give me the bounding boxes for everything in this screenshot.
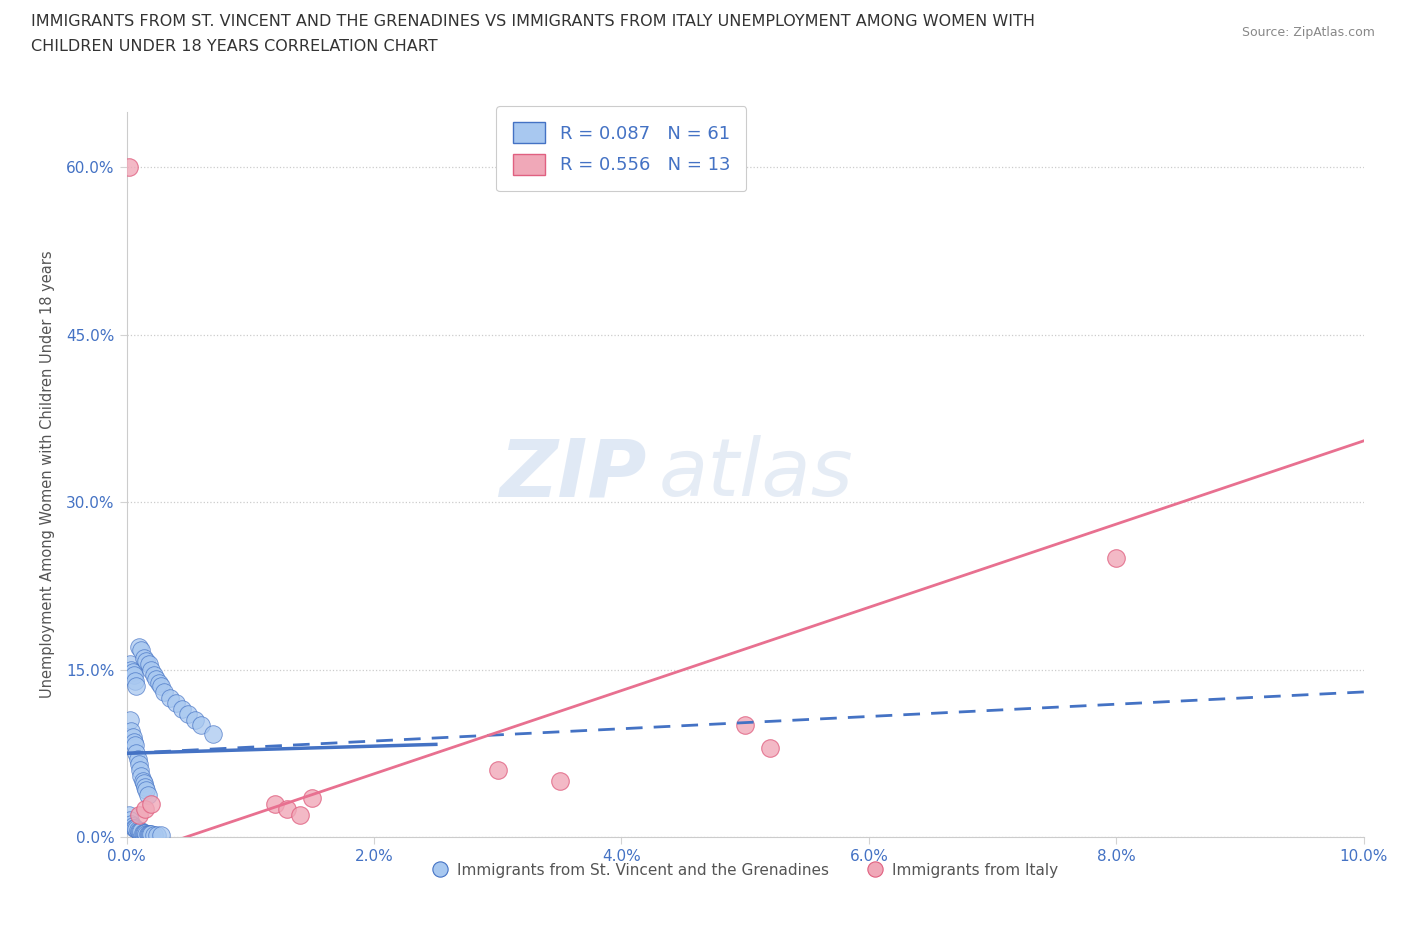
Point xyxy=(128,807,150,822)
Point xyxy=(165,696,187,711)
Point xyxy=(134,779,156,794)
Point xyxy=(127,823,149,838)
Point xyxy=(124,673,146,688)
Point xyxy=(148,675,170,690)
Point xyxy=(124,820,146,835)
Point xyxy=(121,817,143,831)
Point xyxy=(120,813,142,828)
Point xyxy=(190,718,212,733)
Text: IMMIGRANTS FROM ST. VINCENT AND THE GRENADINES VS IMMIGRANTS FROM ITALY UNEMPLOY: IMMIGRANTS FROM ST. VINCENT AND THE GREN… xyxy=(31,14,1035,29)
Point xyxy=(142,828,165,843)
Point xyxy=(264,796,287,811)
Point xyxy=(145,671,167,686)
Point xyxy=(138,657,160,671)
Point xyxy=(141,796,163,811)
Point xyxy=(131,642,153,657)
Point xyxy=(131,824,153,839)
Point xyxy=(288,807,311,822)
Point xyxy=(122,668,145,683)
Point xyxy=(122,735,145,750)
Point xyxy=(128,757,150,772)
Point xyxy=(125,746,148,761)
Point xyxy=(301,790,323,805)
Point xyxy=(125,822,148,837)
Point xyxy=(125,679,148,694)
Point xyxy=(120,657,142,671)
Point xyxy=(138,826,160,841)
Point xyxy=(131,768,153,783)
Point xyxy=(131,825,153,840)
Point xyxy=(132,651,155,666)
Point xyxy=(734,718,756,733)
Point xyxy=(136,787,159,802)
Point xyxy=(150,679,173,694)
Point xyxy=(202,727,225,742)
Point xyxy=(134,825,156,840)
Point xyxy=(146,828,169,843)
Point xyxy=(118,807,141,822)
Point xyxy=(121,662,143,677)
Point xyxy=(177,707,200,722)
Point xyxy=(135,653,157,668)
Point xyxy=(131,774,153,789)
Point xyxy=(124,738,146,753)
Point xyxy=(150,828,173,843)
Point xyxy=(128,640,150,655)
Point xyxy=(142,668,165,683)
Point xyxy=(135,783,157,798)
Point xyxy=(152,684,174,699)
Point xyxy=(128,824,150,839)
Point xyxy=(129,824,152,839)
Point xyxy=(122,820,145,835)
Point xyxy=(759,740,782,755)
Text: CHILDREN UNDER 18 YEARS CORRELATION CHART: CHILDREN UNDER 18 YEARS CORRELATION CHAR… xyxy=(31,39,437,54)
Point xyxy=(136,826,159,841)
Point xyxy=(129,763,152,777)
Point xyxy=(121,818,143,833)
Point xyxy=(118,160,141,175)
Point xyxy=(183,712,205,727)
Point xyxy=(141,662,163,677)
Point xyxy=(121,724,143,738)
Point xyxy=(132,825,155,840)
Point xyxy=(548,774,571,789)
Point xyxy=(141,826,163,841)
Point xyxy=(120,712,142,727)
Point xyxy=(1105,551,1128,565)
Point xyxy=(139,826,162,841)
Point xyxy=(486,763,509,777)
Text: ZIP: ZIP xyxy=(499,435,647,513)
Text: atlas: atlas xyxy=(658,435,853,513)
Point xyxy=(121,664,143,679)
Point xyxy=(172,701,194,716)
Point xyxy=(134,802,156,817)
Y-axis label: Unemployment Among Women with Children Under 18 years: Unemployment Among Women with Children U… xyxy=(41,250,55,698)
Point xyxy=(135,826,157,841)
Point xyxy=(276,802,298,817)
Text: Source: ZipAtlas.com: Source: ZipAtlas.com xyxy=(1241,26,1375,39)
Point xyxy=(121,729,143,744)
Point xyxy=(127,751,149,766)
Point xyxy=(159,690,181,705)
Point xyxy=(132,776,155,790)
Legend: Immigrants from St. Vincent and the Grenadines, Immigrants from Italy: Immigrants from St. Vincent and the Gren… xyxy=(426,857,1064,884)
